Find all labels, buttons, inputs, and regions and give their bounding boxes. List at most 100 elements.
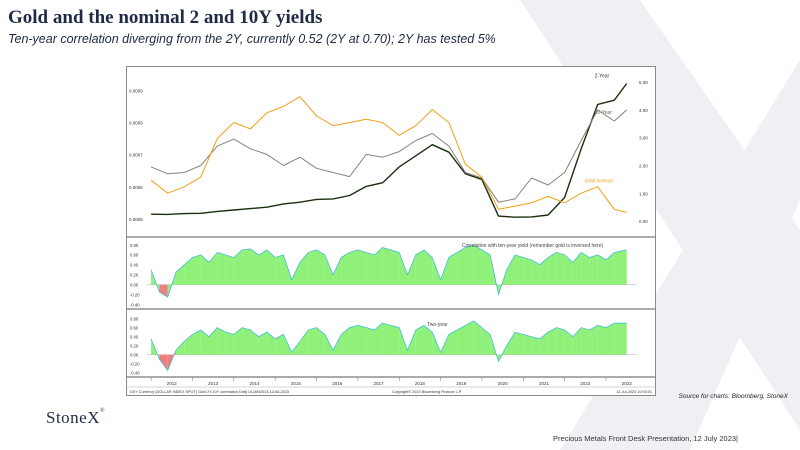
corr-area-segment: [225, 332, 234, 355]
corr-tick-label: 0.20: [130, 273, 139, 278]
corr-area-segment: [572, 252, 582, 285]
source-note: Source for charts: Bloomberg, StoneX: [678, 393, 788, 400]
right-axis-tick-label: 4.00: [639, 108, 648, 113]
corr-area-segment: [300, 252, 309, 285]
x-axis-tick-label: 2014: [250, 381, 261, 386]
left-axis-tick-label: 0.0006: [129, 185, 143, 190]
slide-title: Gold and the nominal 2 and 10Y yields: [8, 7, 323, 28]
corr-area-segment: [606, 323, 615, 355]
corr-area-segment: [324, 254, 334, 285]
corr-area-segment: [548, 327, 557, 355]
slide-subtitle: Ten-year correlation diverging from the …: [8, 32, 496, 46]
corr-area-segment: [531, 259, 540, 285]
corr-area-segment: [333, 257, 342, 285]
corr-area-segment: [506, 254, 515, 285]
corr-area-segment: [192, 329, 201, 355]
corr-area-segment: [589, 325, 598, 355]
corr-area-segment: [175, 341, 185, 355]
corr-area-segment: [374, 247, 383, 285]
right-axis-tick-label: 1.00: [639, 191, 648, 196]
corr-area-segment: [465, 320, 474, 355]
corr-tick-label: -0.40: [130, 371, 140, 376]
corr-area-segment: [175, 264, 185, 285]
corr-area-segment: [341, 327, 350, 355]
corr-area-segment: [597, 325, 606, 355]
corr-area-segment: [225, 254, 234, 285]
corr-area-segment: [457, 247, 466, 285]
x-axis-tick-label: 2017: [374, 381, 385, 386]
left-axis-tick-label: 0.0008: [129, 120, 143, 125]
corr-area-segment: [275, 334, 284, 355]
corr-area-segment: [266, 249, 276, 285]
x-axis-tick-label: 2015: [291, 381, 302, 386]
corr-area-segment: [597, 254, 606, 285]
corr-area-segment: [200, 254, 209, 285]
corr-area-segment: [581, 327, 590, 355]
corr-area-segment: [614, 249, 627, 285]
corr-area-segment: [250, 248, 259, 285]
corr-area-segment: [564, 254, 573, 285]
corr-area-segment: [316, 327, 325, 355]
corr-area-segment: [366, 327, 375, 355]
corr-area-segment: [357, 325, 367, 355]
corr-area-segment: [539, 332, 549, 355]
corr-tick-label: -0.40: [130, 302, 140, 307]
chart-svg: 0.0005 0.0006 0.0007 0.0008 0.0009 0.00 1.00 2.…: [127, 67, 655, 394]
corr-area-segment: [209, 252, 218, 285]
corr-area-segment: [341, 252, 350, 285]
corr-area-segment: [275, 254, 284, 285]
corr-area-segment: [564, 329, 573, 355]
corr-tick-label: 0.60: [130, 325, 139, 330]
corr-area-segment: [200, 329, 209, 355]
corr-area-segment: [448, 329, 458, 355]
corr-area-segment: [432, 257, 441, 285]
corr-area-segment: [192, 254, 201, 285]
bloomberg-chart: 0.0005 0.0006 0.0007 0.0008 0.0009 0.00 1.00 2.…: [126, 66, 656, 396]
corr-tick-label: 0.40: [130, 263, 139, 268]
corr-area-segment: [424, 325, 433, 355]
x-axis-tick-label: 2020: [498, 381, 509, 386]
corr-area-segment: [308, 249, 317, 285]
corr-area-segment: [300, 329, 309, 355]
corr-area-segment: [515, 332, 524, 355]
corr-area-segment: [266, 332, 276, 355]
corr-area-segment: [324, 334, 334, 355]
corr-area-segment: [606, 252, 615, 285]
corr-line: [150, 244, 627, 298]
corr-tick-label: -0.20: [130, 292, 140, 297]
corr-area-segment: [473, 320, 482, 355]
corr-area-segment: [399, 327, 408, 355]
corr-tick-label: -0.20: [130, 362, 140, 367]
corr-area-segment: [242, 327, 251, 355]
corr-area-segment: [523, 257, 532, 285]
corr-area-segment: [506, 332, 515, 355]
corr-area-segment: [548, 252, 557, 285]
x-axis-tick-label: 2016: [332, 381, 343, 386]
series-line-2-year: [151, 83, 628, 218]
corr-area-segment: [589, 254, 598, 285]
x-axis-tick-label: 2019: [456, 381, 467, 386]
corr-area-segment: [291, 262, 300, 285]
corr-area-segment: [250, 329, 259, 355]
x-axis-tick-label: 2018: [415, 381, 426, 386]
corr-area-segment: [209, 327, 218, 355]
right-axis-tick-label: 0.00: [639, 219, 648, 224]
corr-area-segment: [614, 323, 627, 355]
right-axis-tick-label: 2.00: [639, 164, 648, 169]
corr-area-segment: [407, 254, 416, 285]
corr-area-segment: [473, 245, 482, 285]
corr-area-segment: [217, 327, 226, 355]
series-label: Gold inverse: [585, 178, 613, 184]
logo-text: StoneX: [46, 408, 100, 427]
series-line-gold-inverse: [150, 96, 627, 213]
left-axis-tick-label: 0.0007: [129, 153, 143, 158]
corr-area-segment: [457, 325, 466, 355]
left-axis-tick-label: 0.0009: [129, 88, 143, 93]
corr-area-segment: [184, 334, 193, 355]
corr-area-segment: [308, 327, 317, 355]
corr-area-segment: [242, 248, 251, 285]
corr-area-segment: [407, 329, 416, 355]
corr-area-segment: [233, 249, 243, 285]
corr-area-segment: [523, 334, 532, 355]
x-axis-tick-label: 2013: [208, 381, 219, 386]
